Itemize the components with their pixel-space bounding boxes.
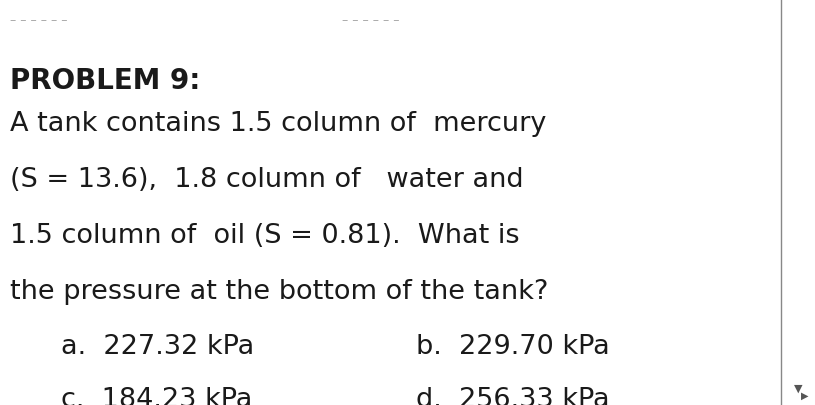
Text: PROBLEM 9:: PROBLEM 9:	[10, 67, 200, 95]
Text: a.  227.32 kPa: a. 227.32 kPa	[61, 334, 254, 360]
Text: A tank contains 1.5 column of  mercury: A tank contains 1.5 column of mercury	[10, 111, 546, 137]
Text: ▶: ▶	[800, 391, 808, 401]
Text: d.  256.33 kPa: d. 256.33 kPa	[416, 387, 610, 405]
Text: – – – – – –: – – – – – –	[10, 14, 68, 27]
Text: ▼: ▼	[794, 384, 802, 394]
Text: – – – – – –: – – – – – –	[342, 14, 400, 27]
Text: b.  229.70 kPa: b. 229.70 kPa	[416, 334, 610, 360]
Text: the pressure at the bottom of the tank?: the pressure at the bottom of the tank?	[10, 279, 548, 305]
Text: (S = 13.6),  1.8 column of   water and: (S = 13.6), 1.8 column of water and	[10, 167, 523, 193]
Text: 1.5 column of  oil (S = 0.81).  What is: 1.5 column of oil (S = 0.81). What is	[10, 223, 519, 249]
Text: c.  184.23 kPa: c. 184.23 kPa	[61, 387, 253, 405]
